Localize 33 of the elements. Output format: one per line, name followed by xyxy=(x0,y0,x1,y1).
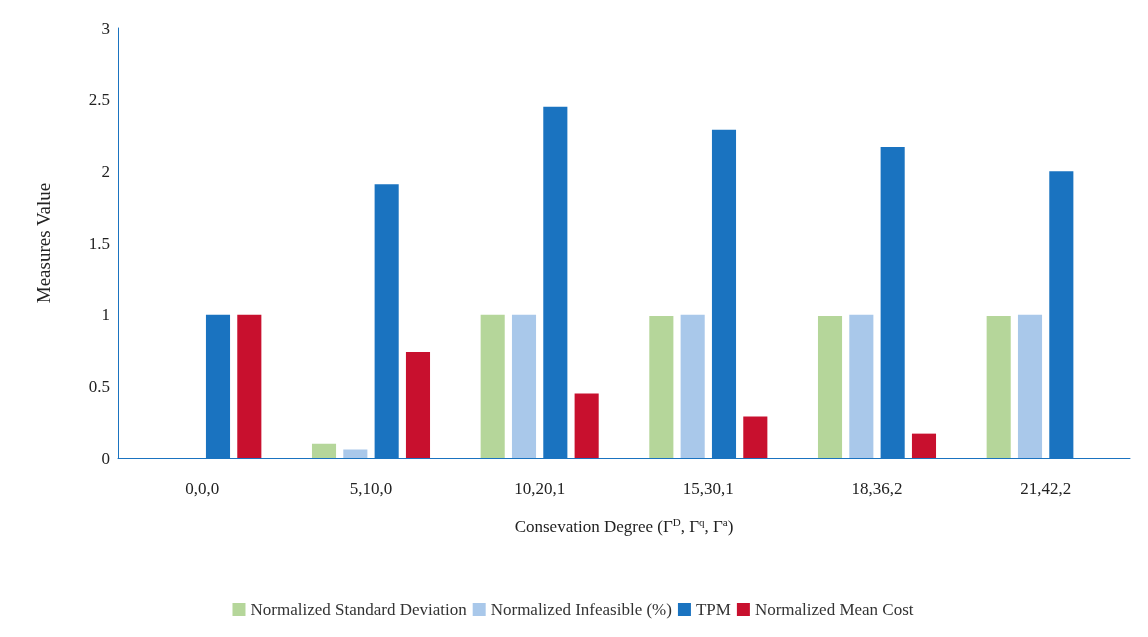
bar xyxy=(649,316,674,458)
y-axis-title: Measures Value xyxy=(33,182,54,304)
bar xyxy=(817,316,843,458)
y-tick-label: 2 xyxy=(101,161,110,181)
legend-label: TPM xyxy=(695,600,731,619)
legend-label: Normalized Mean Cost xyxy=(754,600,914,619)
x-tick-label: 18,36,2 xyxy=(851,479,903,498)
bar xyxy=(480,314,505,458)
y-tick-label: 1.5 xyxy=(88,233,110,253)
bar xyxy=(343,449,368,458)
y-tick-label: 0 xyxy=(101,448,110,468)
bar xyxy=(1017,314,1043,458)
bar xyxy=(311,443,337,458)
y-tick-label: 1 xyxy=(101,305,110,325)
y-tick-label: 3 xyxy=(101,18,110,38)
y-tick-label: 0.5 xyxy=(88,376,110,396)
legend-label: Normalized Infeasible (%) xyxy=(490,600,672,619)
bar xyxy=(405,351,431,458)
bar xyxy=(511,314,537,458)
bar xyxy=(680,314,705,458)
bar xyxy=(237,314,262,458)
x-tick-label: 0,0,0 xyxy=(185,479,220,498)
x-tick-label: 15,30,1 xyxy=(682,479,734,498)
x-tick-label: 5,10,0 xyxy=(349,479,393,498)
bar xyxy=(849,314,874,458)
x-tick-label: 21,42,2 xyxy=(1020,479,1072,498)
x-tick-label: 10,20,1 xyxy=(514,479,566,498)
legend-label: Normalized Standard Deviation xyxy=(250,600,468,619)
bar xyxy=(574,393,599,458)
bar xyxy=(911,433,937,458)
bar xyxy=(986,316,1011,458)
bar xyxy=(743,416,768,458)
y-tick-label: 2.5 xyxy=(88,90,110,110)
